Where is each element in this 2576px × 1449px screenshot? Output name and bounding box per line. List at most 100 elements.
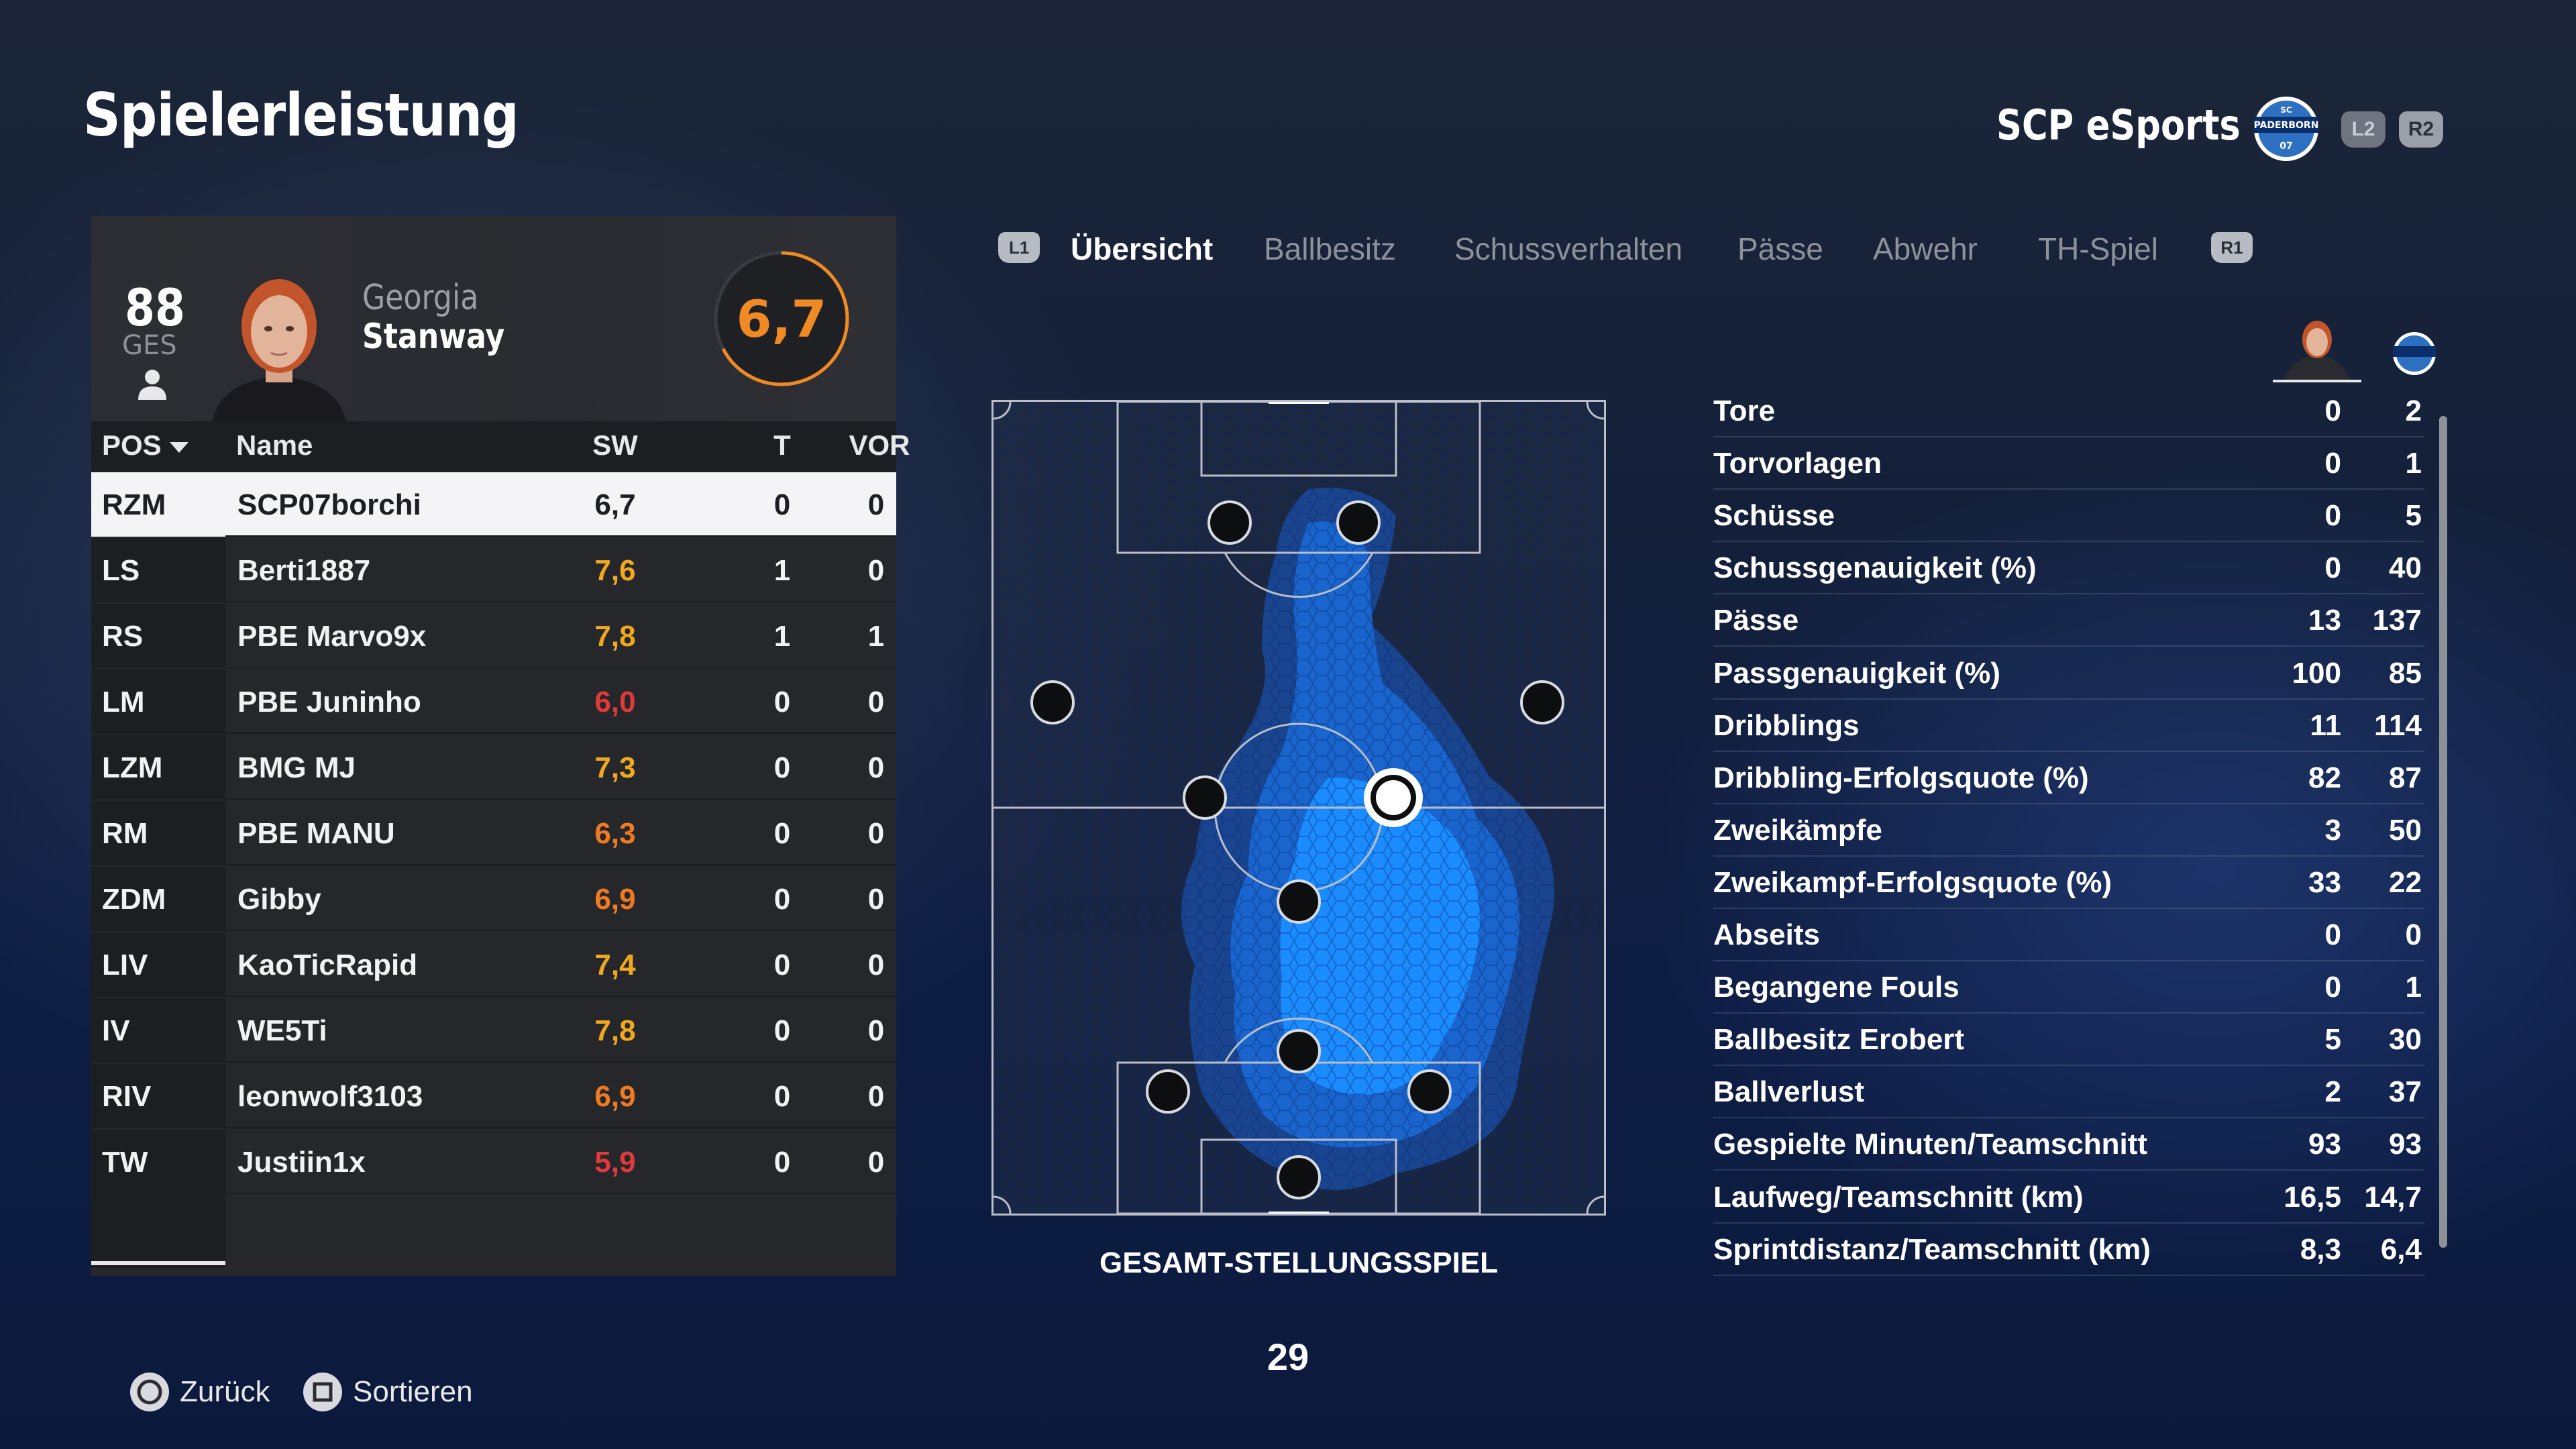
t-header[interactable]: T bbox=[773, 429, 791, 461]
pos-cell-bg bbox=[91, 1064, 225, 1128]
stat-row: Abseits 0 0 bbox=[1713, 909, 2424, 961]
row-goals: 0 bbox=[773, 686, 791, 718]
circle-button-icon[interactable] bbox=[129, 1371, 170, 1413]
row-name: WE5Ti bbox=[237, 1014, 327, 1047]
pitch-label: GESAMT-STELLUNGSSPIEL bbox=[1099, 1246, 1499, 1279]
row-goals: 0 bbox=[773, 1080, 791, 1113]
row-assists: 0 bbox=[867, 488, 885, 521]
r1-button[interactable]: R1 bbox=[2211, 232, 2253, 263]
pos-header[interactable]: POS bbox=[102, 429, 189, 462]
table-row[interactable]: IV WE5Ti 7,8 0 0 bbox=[91, 998, 896, 1063]
l1-button[interactable]: L1 bbox=[998, 232, 1040, 263]
table-row[interactable]: LIV KaoTicRapid 7,4 0 0 bbox=[91, 932, 896, 997]
stat-player-value: 0 bbox=[2324, 551, 2341, 585]
table-row[interactable]: LM PBE Juninho 6,0 0 0 bbox=[91, 669, 896, 734]
row-rating: 7,8 bbox=[594, 620, 636, 653]
row-position: RS bbox=[102, 620, 144, 653]
stat-player-value: 0 bbox=[2324, 447, 2341, 480]
player-marker bbox=[1208, 500, 1252, 545]
tab-th-spiel[interactable]: TH-Spiel bbox=[2038, 231, 2158, 266]
stat-team-value: 114 bbox=[2374, 708, 2422, 742]
tab-paesse[interactable]: Pässe bbox=[1737, 231, 1823, 266]
row-position: RM bbox=[102, 817, 148, 850]
table-row[interactable]: LZM BMG MJ 7,3 0 0 bbox=[91, 735, 896, 800]
pos-cell-bg bbox=[91, 669, 225, 734]
table-row[interactable]: RS PBE Marvo9x 7,8 1 1 bbox=[91, 604, 896, 668]
stat-team-value: 22 bbox=[2389, 865, 2422, 899]
stat-row: Passgenauigkeit (%) 100 85 bbox=[1713, 647, 2424, 700]
tab-abwehr[interactable]: Abwehr bbox=[1873, 231, 1978, 266]
page-title: Spielerleistung bbox=[83, 80, 519, 150]
player-marker bbox=[1277, 879, 1321, 924]
stat-label: Gespielte Minuten/Teamschnitt bbox=[1713, 1128, 2148, 1161]
row-position: LM bbox=[102, 686, 145, 718]
stat-label: Torvorlagen bbox=[1713, 447, 1882, 480]
stat-row: Dribbling-Erfolgsquote (%) 82 87 bbox=[1713, 752, 2424, 804]
sort-down-icon bbox=[169, 441, 189, 453]
stat-player-value: 0 bbox=[2324, 971, 2341, 1004]
row-goals: 0 bbox=[773, 817, 791, 850]
row-assists: 0 bbox=[867, 883, 885, 916]
player-marker bbox=[1277, 1029, 1321, 1073]
vor-header[interactable]: VOR bbox=[849, 429, 910, 461]
row-position: RIV bbox=[102, 1080, 152, 1113]
stat-team-value: 0 bbox=[2405, 918, 2422, 951]
stat-player-value: 8,3 bbox=[2300, 1232, 2341, 1266]
svg-text:SC: SC bbox=[2280, 105, 2292, 115]
table-row[interactable]: TW Justiin1x 5,9 0 0 bbox=[91, 1130, 896, 1194]
stat-player-value: 3 bbox=[2324, 813, 2341, 847]
table-header bbox=[91, 421, 896, 472]
row-name: Justiin1x bbox=[237, 1146, 366, 1179]
stat-player-value: 13 bbox=[2308, 604, 2341, 637]
table-row[interactable]: RM PBE MANU 6,3 0 0 bbox=[91, 801, 896, 865]
row-assists: 0 bbox=[867, 554, 885, 587]
row-assists: 0 bbox=[867, 1080, 885, 1113]
row-goals: 1 bbox=[773, 554, 791, 587]
row-rating: 7,3 bbox=[594, 751, 636, 784]
sort-label[interactable]: Sortieren bbox=[353, 1375, 473, 1408]
stat-player-value: 0 bbox=[2324, 918, 2341, 951]
player-first-name: Georgia bbox=[362, 278, 479, 318]
stat-row: Dribblings 11 114 bbox=[1713, 700, 2424, 752]
r2-button[interactable]: R2 bbox=[2399, 111, 2443, 148]
stats-scrollbar[interactable] bbox=[2439, 416, 2447, 1248]
pos-header-label: POS bbox=[102, 429, 162, 461]
row-name: PBE Marvo9x bbox=[237, 620, 427, 653]
sw-header[interactable]: SW bbox=[592, 429, 638, 461]
stat-label: Sprintdistanz/Teamschnitt (km) bbox=[1713, 1232, 2151, 1266]
stat-row: Ballbesitz Erobert 5 30 bbox=[1713, 1014, 2424, 1067]
player-avatar bbox=[2273, 321, 2361, 382]
player-marker bbox=[1183, 775, 1227, 820]
row-name: BMG MJ bbox=[237, 751, 356, 784]
stat-label: Laufweg/Teamschnitt (km) bbox=[1713, 1180, 2084, 1214]
square-button-icon[interactable] bbox=[302, 1371, 343, 1413]
stat-player-value: 33 bbox=[2308, 865, 2341, 899]
page-number: 29 bbox=[1267, 1336, 1309, 1378]
row-assists: 0 bbox=[867, 1014, 885, 1047]
table-row[interactable]: RIV leonwolf3103 6,9 0 0 bbox=[91, 1064, 896, 1128]
l2-button[interactable]: L2 bbox=[2341, 111, 2385, 148]
team-crest-icon: PADERBORN 07 SC bbox=[2254, 97, 2318, 161]
table-row[interactable]: LS Berti1887 7,6 1 0 bbox=[91, 538, 896, 602]
row-position: LZM bbox=[102, 751, 163, 784]
tab-schussverhalten[interactable]: Schussverhalten bbox=[1454, 231, 1683, 266]
stat-team-value: 1 bbox=[2405, 447, 2422, 480]
row-position: IV bbox=[102, 1014, 130, 1047]
stat-team-value: 14,7 bbox=[2364, 1180, 2422, 1214]
stat-label: Schüsse bbox=[1713, 499, 1835, 533]
table-row[interactable]: ZDM Gibby 6,9 0 0 bbox=[91, 867, 896, 931]
row-goals: 1 bbox=[773, 620, 791, 653]
stat-player-value: 100 bbox=[2292, 656, 2341, 690]
stat-team-value: 50 bbox=[2389, 813, 2422, 847]
name-header[interactable]: Name bbox=[236, 429, 313, 461]
row-position: TW bbox=[102, 1146, 148, 1179]
row-rating: 7,4 bbox=[594, 949, 636, 981]
stat-row: Torvorlagen 0 1 bbox=[1713, 437, 2424, 490]
stat-team-value: 6,4 bbox=[2380, 1232, 2422, 1266]
player-portrait bbox=[212, 279, 346, 423]
table-row[interactable]: RZM SCP07borchi 6,7 0 0 bbox=[91, 472, 896, 537]
stat-team-value: 40 bbox=[2389, 551, 2422, 585]
tab-ballbesitz[interactable]: Ballbesitz bbox=[1264, 231, 1396, 266]
tab-uebersicht[interactable]: Übersicht bbox=[1071, 231, 1214, 266]
back-label[interactable]: Zurück bbox=[180, 1375, 270, 1408]
